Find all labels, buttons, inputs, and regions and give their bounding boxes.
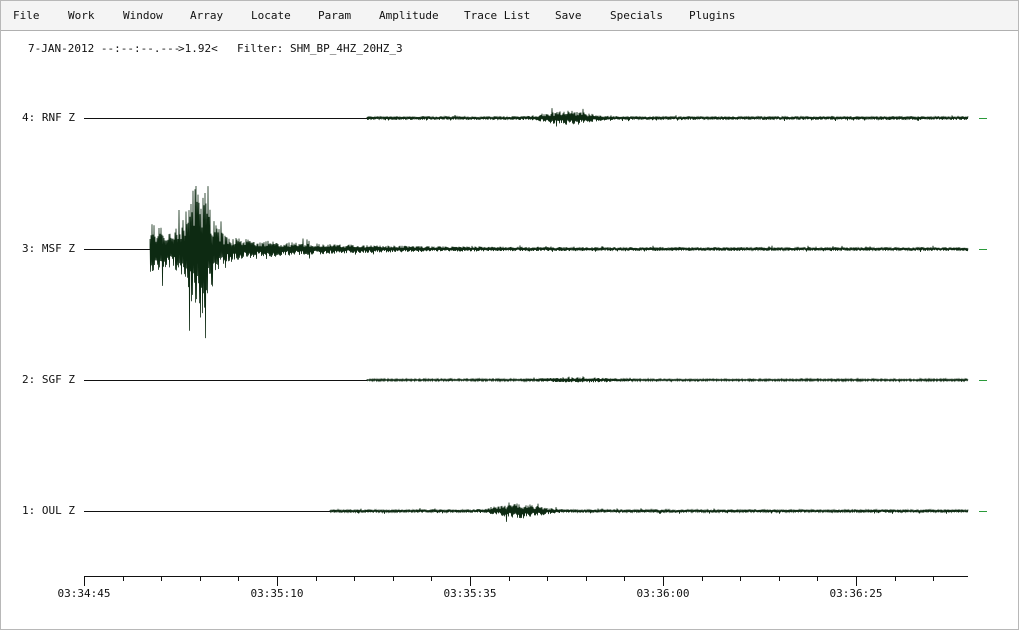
menu-item[interactable]: Locate	[251, 9, 291, 22]
trace-label: 1: OUL Z	[22, 504, 75, 517]
menu-item[interactable]: Amplitude	[379, 9, 439, 22]
menu-item[interactable]: Save	[555, 9, 582, 22]
header-value: >1.92<	[178, 42, 218, 55]
menu: File Work Window Array Locate Param Amplitude T…	[13, 9, 735, 22]
time-label: 03:36:00	[637, 587, 690, 600]
waveform	[329, 502, 969, 522]
menu-item[interactable]: Param	[318, 9, 351, 22]
waveform	[366, 108, 969, 127]
header-filter: Filter: SHM_BP_4HZ_20HZ_3	[237, 42, 403, 55]
menu-item[interactable]: Trace List	[464, 9, 530, 22]
menu-item[interactable]: File	[13, 9, 40, 22]
menu-item[interactable]: Window	[123, 9, 163, 22]
time-label: 03:35:35	[444, 587, 497, 600]
trace-area: 4: RNF Z 3: MSF Z 2: SGF Z 1: OUL Z	[22, 108, 987, 522]
trace-label: 4: RNF Z	[22, 111, 75, 124]
menu-bar	[1, 1, 1018, 30]
waveform	[149, 185, 969, 339]
menu-item[interactable]: Plugins	[689, 9, 735, 22]
menu-item[interactable]: Work	[68, 9, 95, 22]
menu-item[interactable]: Array	[190, 9, 223, 22]
trace-label: 2: SGF Z	[22, 373, 75, 386]
time-label: 03:35:10	[251, 587, 304, 600]
trace-label: 3: MSF Z	[22, 242, 75, 255]
time-axis: 03:34:45 03:35:10 03:35:35 03:36:00 03:36:25	[58, 576, 968, 600]
time-label: 03:36:25	[830, 587, 883, 600]
waveform	[366, 376, 969, 383]
header-date-time: 7-JAN-2012 --:--:--.---	[28, 42, 180, 55]
menu-item[interactable]: Specials	[610, 9, 663, 22]
time-label: 03:34:45	[58, 587, 111, 600]
